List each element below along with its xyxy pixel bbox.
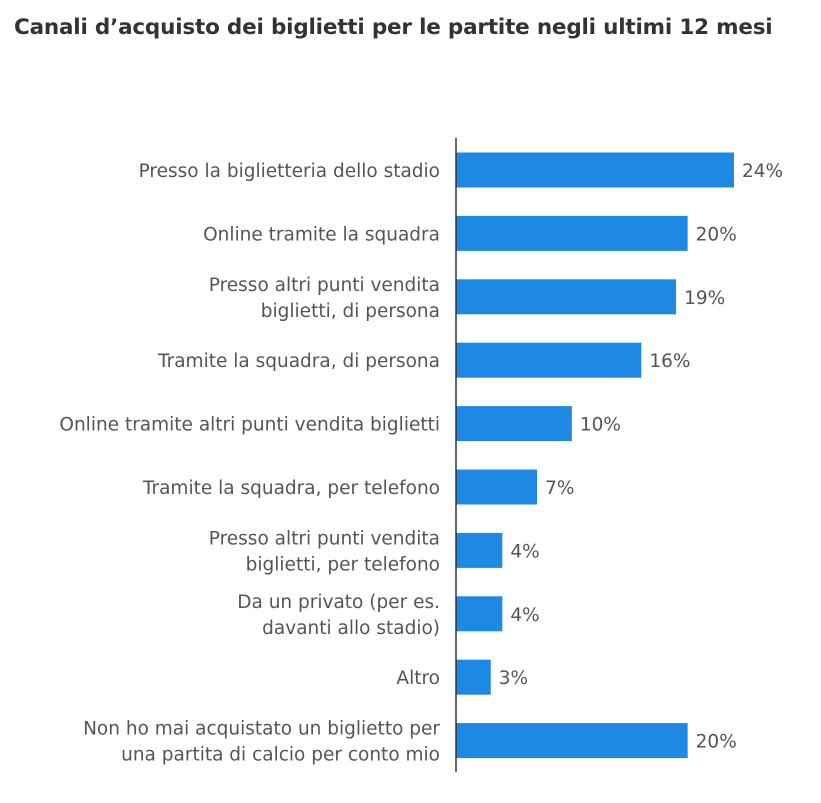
value-label: 19% xyxy=(684,288,725,309)
category-label: Non ho mai acquistato un biglietto per un… xyxy=(83,719,440,766)
category-label: Tramite la squadra, per telefono xyxy=(142,478,440,499)
category-label-line: una partita di calcio per conto mio xyxy=(121,745,440,766)
category-label-line: Online tramite altri punti vendita bigli… xyxy=(59,415,440,436)
bar xyxy=(456,342,642,378)
category-label-line: Non ho mai acquistato un biglietto per xyxy=(83,719,440,740)
value-label: 16% xyxy=(649,351,690,372)
category-label-line: Online tramite la squadra xyxy=(203,224,440,245)
category-label-line: biglietti, per telefono xyxy=(246,554,440,575)
category-label-line: davanti allo stadio) xyxy=(262,618,440,639)
category-label: Presso la biglietteria dello stadio xyxy=(139,161,440,182)
bar xyxy=(456,215,688,251)
category-label-line: Tramite la squadra, di persona xyxy=(157,351,440,372)
value-label: 24% xyxy=(742,161,783,182)
category-label: Online tramite altri punti vendita bigli… xyxy=(59,415,440,436)
category-label-line: Presso altri punti vendita xyxy=(209,275,440,296)
bar xyxy=(456,596,503,632)
bar xyxy=(456,279,677,315)
bar xyxy=(456,406,572,442)
value-label: 20% xyxy=(696,732,737,753)
chart-title: Canali d’acquisto dei biglietti per le p… xyxy=(14,15,773,40)
value-label: 7% xyxy=(545,478,574,499)
value-label: 3% xyxy=(499,668,528,689)
bar xyxy=(456,723,688,759)
value-label: 20% xyxy=(696,224,737,245)
value-label: 4% xyxy=(510,605,539,626)
category-label: Tramite la squadra, di persona xyxy=(157,351,440,372)
category-label-line: Presso la biglietteria dello stadio xyxy=(139,161,440,182)
bar xyxy=(456,532,503,568)
category-label-line: Tramite la squadra, per telefono xyxy=(142,478,440,499)
category-label-line: Presso altri punti vendita xyxy=(209,528,440,549)
bar xyxy=(456,152,734,188)
category-label: Altro xyxy=(396,668,440,689)
value-label: 4% xyxy=(510,541,539,562)
category-label: Online tramite la squadra xyxy=(203,224,440,245)
category-label: Presso altri punti vendita biglietti, di … xyxy=(209,275,440,322)
bar xyxy=(456,469,538,505)
category-label-line: biglietti, di persona xyxy=(261,301,440,322)
category-label: Da un privato (per es. davanti allo stadi… xyxy=(237,592,440,639)
category-label-line: Da un privato (per es. xyxy=(237,592,440,613)
value-label: 10% xyxy=(580,415,621,436)
category-label: Presso altri punti vendita biglietti, per… xyxy=(209,528,440,575)
bar xyxy=(456,659,491,695)
category-label-line: Altro xyxy=(396,668,440,689)
